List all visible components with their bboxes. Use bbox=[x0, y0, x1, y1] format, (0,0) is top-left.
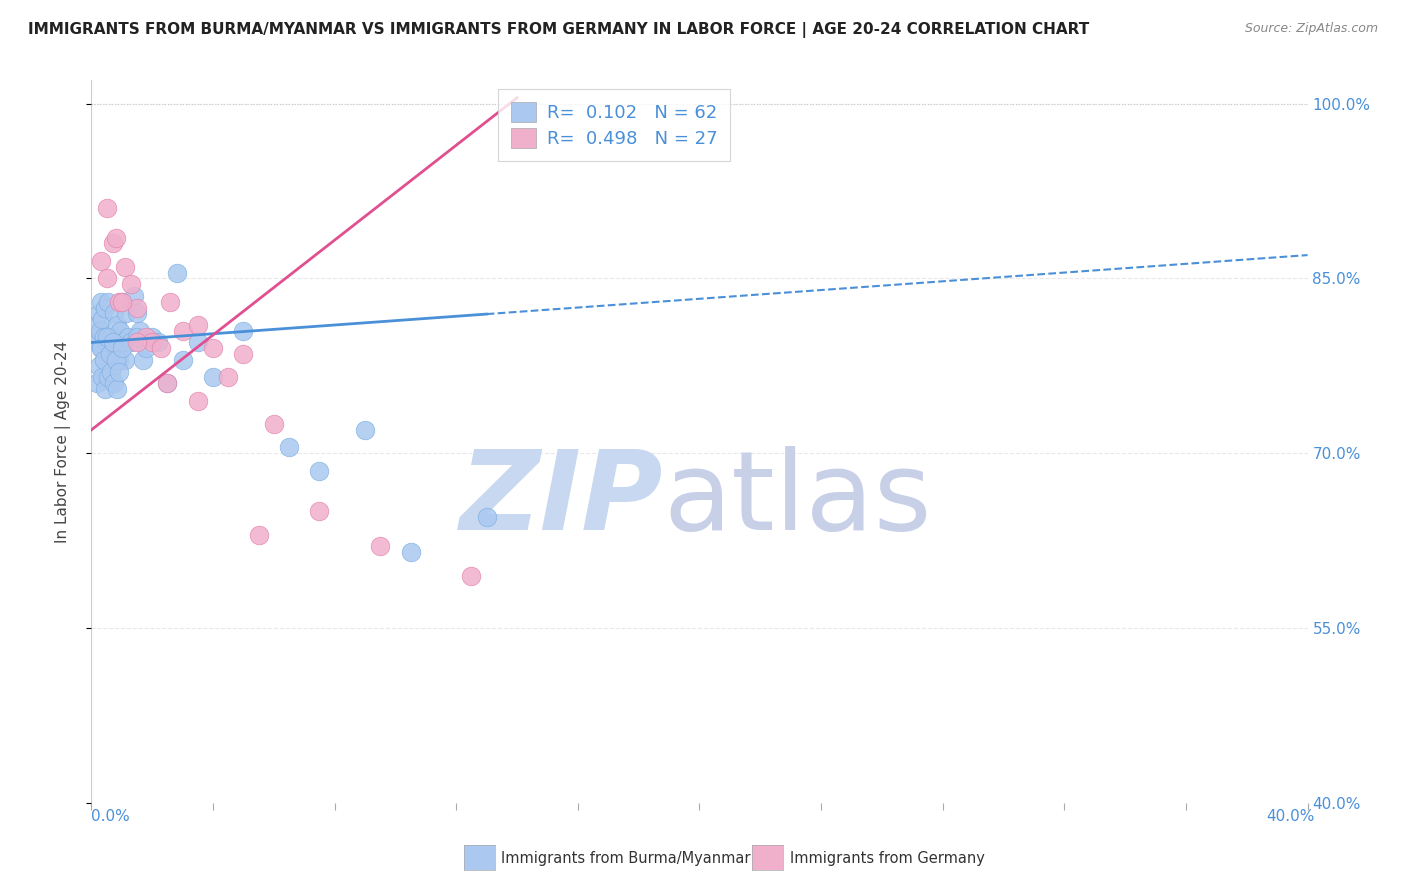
Point bbox=[96, 202, 118, 216]
Point bbox=[129, 324, 152, 338]
Point bbox=[86, 376, 108, 391]
Point bbox=[84, 329, 107, 343]
Point bbox=[111, 294, 134, 309]
Point bbox=[89, 324, 111, 338]
Point bbox=[172, 324, 194, 338]
Point bbox=[117, 329, 139, 343]
Point bbox=[150, 341, 173, 355]
Text: 0.0%: 0.0% bbox=[91, 809, 131, 823]
Point bbox=[114, 260, 136, 274]
Point bbox=[110, 324, 132, 338]
Text: Immigrants from Burma/Myanmar: Immigrants from Burma/Myanmar bbox=[501, 851, 749, 865]
Point bbox=[89, 253, 111, 268]
Point bbox=[104, 341, 127, 355]
Point bbox=[105, 382, 128, 396]
Point bbox=[125, 329, 148, 343]
Point bbox=[202, 341, 225, 355]
Point bbox=[263, 417, 285, 431]
Point bbox=[460, 568, 482, 582]
Point bbox=[308, 464, 330, 478]
Point bbox=[91, 312, 114, 326]
Point bbox=[354, 423, 377, 437]
Point bbox=[107, 353, 129, 368]
Point bbox=[475, 510, 498, 524]
Point bbox=[107, 365, 129, 379]
Point bbox=[368, 540, 391, 554]
Point bbox=[141, 329, 163, 343]
Text: 40.0%: 40.0% bbox=[1267, 809, 1315, 823]
Point bbox=[103, 306, 125, 320]
Point bbox=[122, 289, 145, 303]
Point bbox=[132, 353, 155, 368]
Point bbox=[159, 294, 181, 309]
Point bbox=[166, 266, 188, 280]
Point bbox=[96, 329, 118, 343]
Point bbox=[217, 370, 239, 384]
Point bbox=[187, 318, 209, 332]
Point bbox=[89, 341, 111, 355]
Point bbox=[100, 365, 122, 379]
Point bbox=[202, 370, 225, 384]
Point bbox=[232, 324, 254, 338]
Point bbox=[135, 341, 157, 355]
Point bbox=[187, 393, 209, 408]
Point bbox=[399, 545, 422, 559]
Point bbox=[148, 335, 170, 350]
Text: IMMIGRANTS FROM BURMA/MYANMAR VS IMMIGRANTS FROM GERMANY IN LABOR FORCE | AGE 20: IMMIGRANTS FROM BURMA/MYANMAR VS IMMIGRA… bbox=[28, 22, 1090, 38]
Point bbox=[172, 353, 194, 368]
Point bbox=[96, 335, 118, 350]
Point bbox=[101, 359, 124, 373]
Text: Source: ZipAtlas.com: Source: ZipAtlas.com bbox=[1244, 22, 1378, 36]
Point bbox=[97, 294, 120, 309]
Point bbox=[90, 341, 112, 355]
Point bbox=[308, 504, 330, 518]
Point bbox=[156, 376, 179, 391]
Point bbox=[111, 294, 134, 309]
Point bbox=[105, 318, 128, 332]
Point bbox=[125, 335, 148, 350]
Point bbox=[156, 376, 179, 391]
Point bbox=[98, 347, 121, 361]
Point bbox=[96, 271, 118, 285]
Point bbox=[107, 294, 129, 309]
Point bbox=[187, 335, 209, 350]
Point bbox=[87, 306, 110, 320]
Point bbox=[98, 347, 121, 361]
Text: atlas: atlas bbox=[664, 446, 932, 553]
Point bbox=[120, 277, 142, 292]
Point bbox=[93, 353, 115, 368]
Point bbox=[86, 318, 108, 332]
Point bbox=[91, 370, 114, 384]
Point bbox=[100, 329, 122, 343]
Point bbox=[247, 528, 270, 542]
Point bbox=[94, 382, 117, 396]
Point bbox=[97, 370, 120, 384]
Point bbox=[232, 347, 254, 361]
Point bbox=[135, 329, 157, 343]
Text: ZIP: ZIP bbox=[460, 446, 664, 553]
Point bbox=[125, 306, 148, 320]
Point bbox=[111, 341, 134, 355]
Point bbox=[87, 335, 110, 350]
Point bbox=[93, 329, 115, 343]
Point bbox=[125, 301, 148, 315]
Point bbox=[104, 353, 127, 368]
Point bbox=[101, 335, 124, 350]
Point bbox=[93, 353, 115, 368]
Point bbox=[112, 335, 135, 350]
Point bbox=[141, 335, 163, 350]
Point bbox=[87, 359, 110, 373]
Point bbox=[103, 376, 125, 391]
Point bbox=[104, 230, 127, 244]
Point bbox=[94, 301, 117, 315]
Point bbox=[120, 335, 142, 350]
Point bbox=[101, 236, 124, 251]
Point bbox=[89, 294, 111, 309]
Point bbox=[114, 353, 136, 368]
Point bbox=[278, 441, 301, 455]
Legend: R=  0.102   N = 62, R=  0.498   N = 27: R= 0.102 N = 62, R= 0.498 N = 27 bbox=[498, 89, 730, 161]
Point bbox=[115, 306, 138, 320]
Text: Immigrants from Germany: Immigrants from Germany bbox=[790, 851, 986, 865]
Y-axis label: In Labor Force | Age 20-24: In Labor Force | Age 20-24 bbox=[55, 341, 70, 542]
